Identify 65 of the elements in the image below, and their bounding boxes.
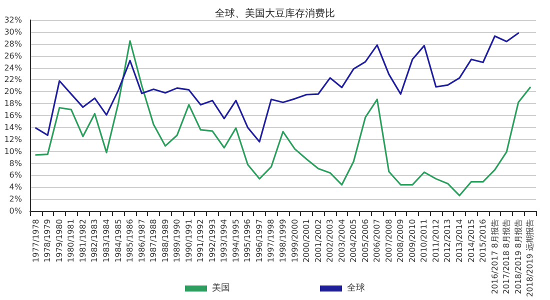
x-tick-label: 1986/1987 — [137, 219, 146, 262]
y-tick-label: 18% — [4, 99, 22, 108]
x-tick-label: 2008/2009 — [396, 219, 406, 262]
y-tick-label: 24% — [4, 63, 22, 72]
x-tick-label: 2018/2019 8月报告 — [514, 219, 523, 294]
x-tick-label: 1989/1990 — [172, 219, 182, 262]
y-tick-label: 0% — [9, 206, 22, 216]
x-tick-label: 1999/2000 — [290, 219, 300, 262]
x-tick-label: 2003/2004 — [337, 219, 346, 262]
y-tick-label: 10% — [4, 146, 22, 156]
x-tick-label: 1983/1984 — [102, 219, 111, 262]
x-tick-label: 1997/1998 — [266, 219, 276, 262]
x-tick-label: 1996/1997 — [254, 219, 264, 262]
x-tick-label: 2009/2010 — [408, 219, 417, 262]
x-tick-label: 1979/1980 — [54, 219, 64, 262]
x-tick-label: 1977/1978 — [31, 219, 40, 262]
y-tick-label: 8% — [9, 158, 22, 168]
x-tick-label: 1980/1981 — [66, 219, 76, 262]
x-tick-label: 2010/2011 — [420, 219, 429, 262]
y-tick-label: 14% — [4, 122, 22, 132]
y-tick-label: 2% — [9, 194, 22, 204]
x-tick-label: 1987/1988 — [149, 219, 158, 262]
x-tick-label: 1988/1989 — [160, 219, 170, 262]
x-tick-label: 1990/1991 — [184, 219, 194, 262]
x-tick-label: 1982/1983 — [90, 219, 100, 262]
y-tick-label: 6% — [9, 170, 22, 180]
x-tick-label: 2017/2018 8月报告 — [502, 219, 512, 294]
x-tick-label: 2016/2017 8月报告 — [490, 219, 500, 294]
x-tick-label: 2018/2019 远期报告 — [526, 219, 535, 298]
x-tick-label: 2002/2003 — [326, 219, 335, 262]
x-tick-label: 2007/2008 — [384, 219, 394, 262]
x-tick-label: 2014/2015 — [466, 219, 476, 262]
x-tick-label: 2004/2005 — [349, 219, 358, 262]
x-tick-label: 2012/2013 — [443, 219, 452, 262]
legend-label: 美国 — [212, 282, 230, 294]
y-tick-label: 20% — [4, 87, 22, 96]
chart-title: 全球、美国大豆库存消费比 — [215, 8, 335, 20]
x-tick-label: 1995/1996 — [243, 219, 252, 262]
y-tick-label: 32% — [4, 16, 22, 24]
x-tick-label: 2000/2001 — [302, 219, 312, 262]
legend-label: 全球 — [347, 282, 365, 294]
x-tick-label: 1994/1995 — [231, 219, 240, 262]
y-tick-label: 4% — [9, 182, 22, 192]
x-tick-label: 1991/1992 — [196, 219, 206, 262]
x-tick-label: 1984/1985 — [114, 219, 123, 262]
x-tick-label: 1993/1994 — [220, 219, 229, 262]
x-tick-label: 2001/2002 — [314, 219, 323, 262]
x-tick-label: 2015/2016 — [478, 219, 488, 262]
y-tick-label: 22% — [4, 75, 22, 84]
x-tick-label: 2013/2014 — [455, 219, 464, 262]
x-tick-label: 1985/1986 — [126, 219, 135, 262]
y-tick-label: 16% — [4, 111, 22, 120]
x-tick-label: 2006/2007 — [372, 219, 382, 262]
y-tick-label: 28% — [4, 39, 22, 48]
x-tick-label: 1981/1982 — [78, 219, 88, 262]
x-tick-label: 2005/2006 — [360, 219, 370, 262]
y-tick-label: 30% — [4, 27, 22, 36]
line-series — [35, 40, 531, 196]
line-series — [35, 32, 520, 143]
y-tick-label: 26% — [4, 51, 22, 60]
x-tick-label: 1998/1999 — [278, 219, 288, 262]
x-tick-label: 2011/2012 — [431, 219, 440, 262]
x-tick-label: 1978/1979 — [43, 219, 52, 262]
x-tick-label: 1992/1993 — [208, 219, 217, 262]
y-tick-label: 12% — [4, 134, 22, 144]
